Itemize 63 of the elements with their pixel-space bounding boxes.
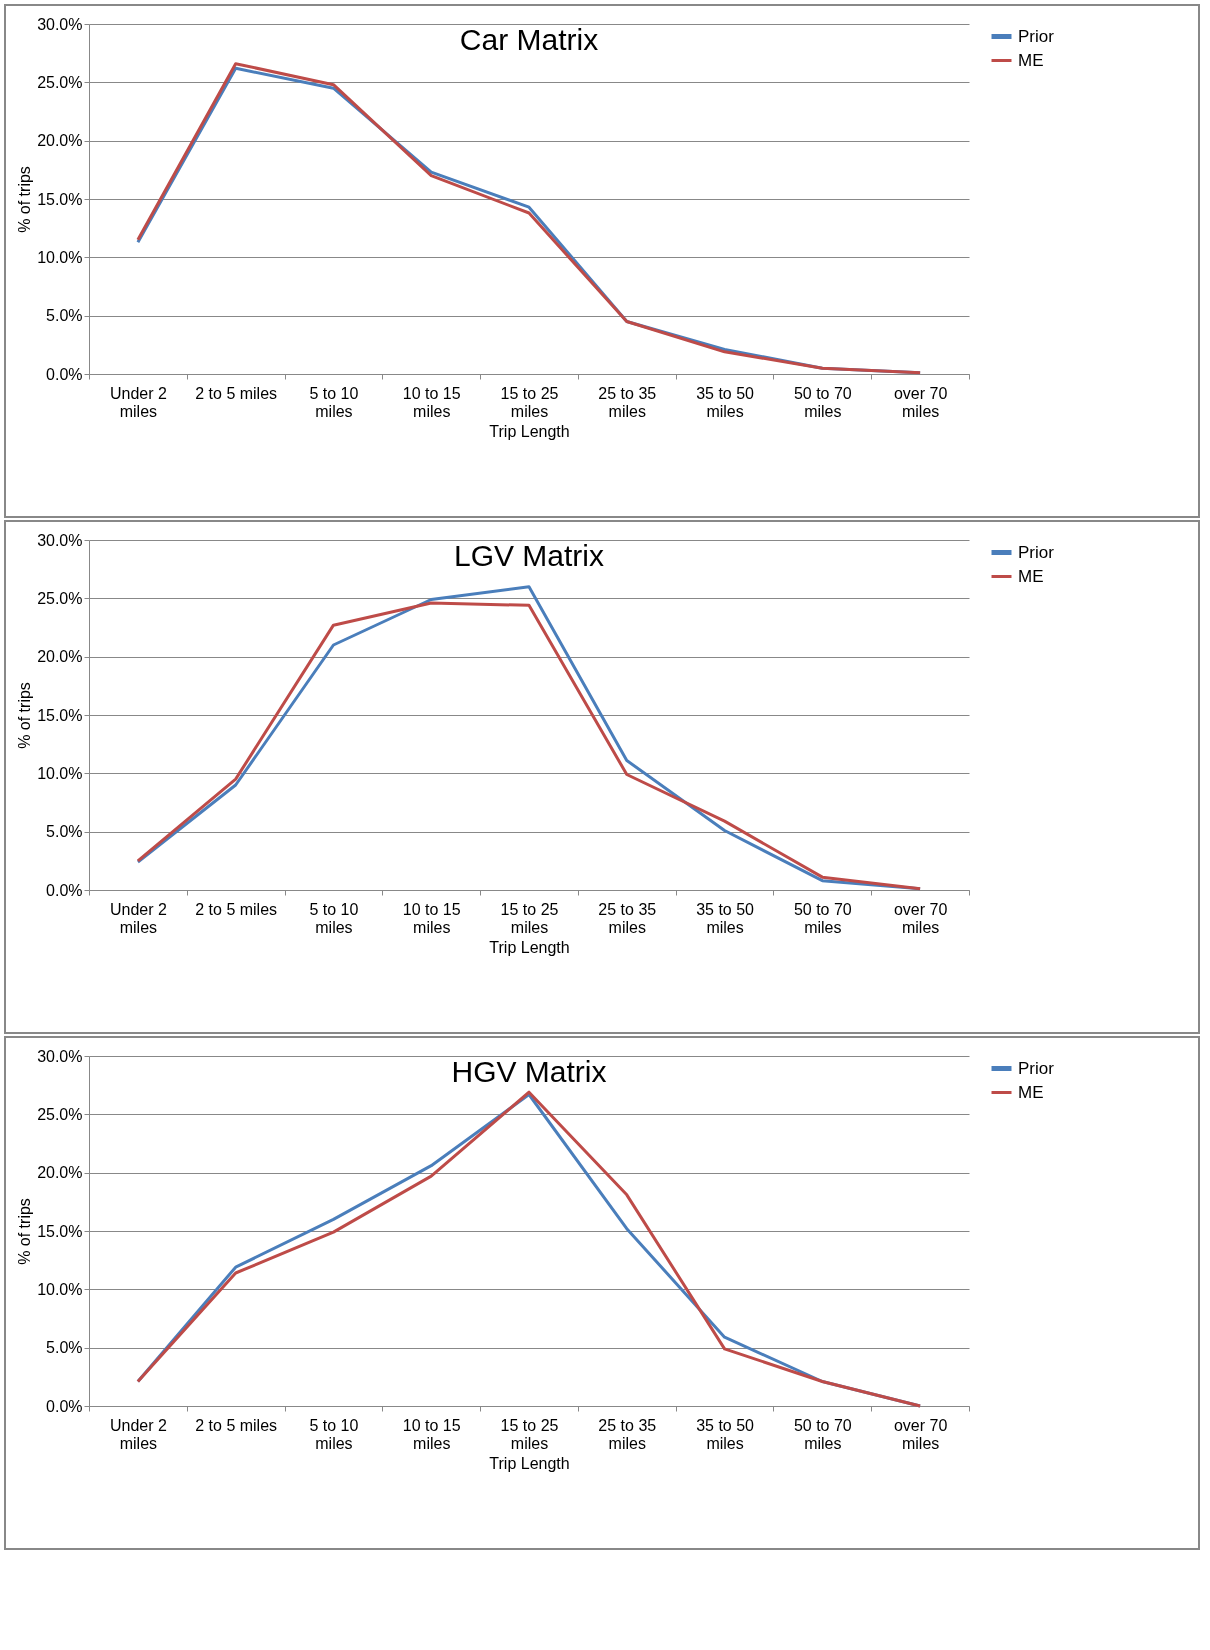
y-tick-label: 15.0% bbox=[37, 706, 83, 724]
x-tick-label: 2 to 5 miles bbox=[195, 1416, 278, 1434]
y-tick-label: 20.0% bbox=[37, 1164, 83, 1182]
x-tick-label: Under 2 miles bbox=[109, 1416, 167, 1452]
x-tick-label: 50 to 70 miles bbox=[793, 384, 852, 420]
y-tick-label: 15.0% bbox=[37, 190, 83, 208]
y-axis-title: % of trips bbox=[16, 682, 34, 749]
x-tick-label: Under 2 miles bbox=[109, 384, 167, 420]
x-axis-title: Trip Length bbox=[489, 938, 570, 956]
y-tick-label: 5.0% bbox=[46, 307, 83, 325]
y-tick-label: 15.0% bbox=[37, 1222, 83, 1240]
legend-label: ME bbox=[1018, 50, 1044, 70]
legend-label: ME bbox=[1018, 1082, 1044, 1102]
y-tick-label: 30.0% bbox=[37, 531, 83, 549]
y-tick-label: 25.0% bbox=[37, 73, 83, 91]
x-tick-label: over 70 miles bbox=[893, 384, 948, 420]
legend-label: ME bbox=[1018, 566, 1044, 586]
chart-title: Car Matrix bbox=[459, 23, 599, 56]
y-tick-label: 20.0% bbox=[37, 648, 83, 666]
y-tick-label: 0.0% bbox=[46, 365, 83, 383]
y-tick-label: 25.0% bbox=[37, 589, 83, 607]
legend-label: Prior bbox=[1018, 542, 1055, 562]
y-tick-label: 10.0% bbox=[37, 764, 83, 782]
x-tick-label: 35 to 50 miles bbox=[696, 1416, 755, 1452]
chart-title: HGV Matrix bbox=[451, 1055, 607, 1088]
y-tick-label: 30.0% bbox=[37, 1047, 83, 1065]
x-tick-label: 35 to 50 miles bbox=[696, 384, 755, 420]
x-tick-label: 10 to 15 miles bbox=[402, 900, 461, 936]
x-tick-label: 10 to 15 miles bbox=[402, 384, 461, 420]
x-tick-label: 25 to 35 miles bbox=[598, 900, 657, 936]
x-tick-label: 2 to 5 miles bbox=[195, 384, 278, 402]
y-tick-label: 0.0% bbox=[46, 881, 83, 899]
x-axis-title: Trip Length bbox=[489, 1454, 570, 1472]
x-tick-label: 50 to 70 miles bbox=[793, 900, 852, 936]
y-tick-label: 30.0% bbox=[37, 15, 83, 33]
y-tick-label: 5.0% bbox=[46, 823, 83, 841]
y-axis-title: % of trips bbox=[16, 1198, 34, 1265]
x-tick-label: 5 to 10 miles bbox=[309, 900, 359, 936]
chart-title: LGV Matrix bbox=[453, 539, 605, 572]
legend-label: Prior bbox=[1018, 1058, 1055, 1078]
x-tick-label: 15 to 25 miles bbox=[500, 384, 559, 420]
x-tick-label: over 70 miles bbox=[893, 900, 948, 936]
y-tick-label: 0.0% bbox=[46, 1397, 83, 1415]
y-tick-label: 10.0% bbox=[37, 1280, 83, 1298]
x-tick-label: Under 2 miles bbox=[109, 900, 167, 936]
x-tick-label: 5 to 10 miles bbox=[309, 1416, 359, 1452]
x-tick-label: over 70 miles bbox=[893, 1416, 948, 1452]
y-tick-label: 25.0% bbox=[37, 1105, 83, 1123]
x-tick-label: 25 to 35 miles bbox=[598, 1416, 657, 1452]
x-tick-label: 35 to 50 miles bbox=[696, 900, 755, 936]
x-tick-label: 15 to 25 miles bbox=[500, 900, 559, 936]
y-tick-label: 5.0% bbox=[46, 1339, 83, 1357]
x-tick-label: 50 to 70 miles bbox=[793, 1416, 852, 1452]
x-axis-title: Trip Length bbox=[489, 422, 570, 440]
x-tick-label: 10 to 15 miles bbox=[402, 1416, 461, 1452]
y-tick-label: 10.0% bbox=[37, 248, 83, 266]
y-axis-title: % of trips bbox=[16, 166, 34, 233]
x-tick-label: 15 to 25 miles bbox=[500, 1416, 559, 1452]
y-tick-label: 20.0% bbox=[37, 132, 83, 150]
x-tick-label: 2 to 5 miles bbox=[195, 900, 278, 918]
x-tick-label: 25 to 35 miles bbox=[598, 384, 657, 420]
legend-label: Prior bbox=[1018, 26, 1055, 46]
x-tick-label: 5 to 10 miles bbox=[309, 384, 359, 420]
